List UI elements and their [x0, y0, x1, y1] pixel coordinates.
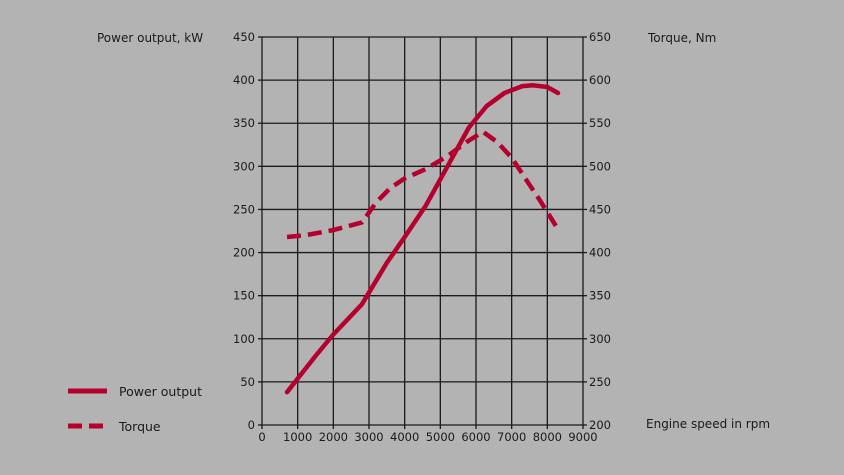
x-tick-label: 6000	[461, 430, 490, 444]
x-tick-label: 5000	[426, 430, 455, 444]
y-left-tick-label: 350	[233, 116, 255, 130]
x-tick-label: 7000	[497, 430, 526, 444]
y-right-tick-label: 500	[589, 159, 611, 173]
torque-line	[286, 129, 560, 240]
y-right-axis-label: Torque, Nm	[647, 31, 716, 45]
legend: Power output Torque	[68, 384, 202, 434]
y-right-tick-label: 200	[589, 418, 611, 432]
y-left-tick-label: 250	[233, 202, 255, 216]
y-right-tick-label: 450	[589, 202, 611, 216]
y-right-tick-label: 300	[589, 332, 611, 346]
y-left-tick-label: 300	[233, 159, 255, 173]
y-left-tick-label: 0	[248, 418, 255, 432]
y-left-tick-label: 400	[233, 73, 255, 87]
y-right-tick-label: 400	[589, 246, 611, 260]
y-right-tick-label: 250	[589, 375, 611, 389]
tick-labels: 0 1000 2000 3000 4000 5000 6000 7000 8000 9000 0 50…	[233, 30, 611, 444]
x-tick-label: 1000	[283, 430, 312, 444]
grid	[258, 36, 587, 429]
x-axis-label: Engine speed in rpm	[646, 417, 770, 431]
x-tick-label: 8000	[533, 430, 562, 444]
y-left-tick-label: 150	[233, 289, 255, 303]
y-left-tick-label: 100	[233, 332, 255, 346]
series-lines	[284, 83, 561, 395]
y-right-tick-label: 650	[589, 30, 611, 44]
y-right-tick-label: 550	[589, 116, 611, 130]
y-left-tick-label: 200	[233, 246, 255, 260]
y-left-tick-label: 450	[233, 30, 255, 44]
y-left-axis-label: Power output, kW	[97, 31, 203, 45]
x-tick-label: 9000	[568, 430, 597, 444]
y-right-tick-label: 350	[589, 289, 611, 303]
x-tick-label: 0	[258, 430, 265, 444]
y-left-tick-label: 50	[240, 375, 255, 389]
power-output-line	[284, 83, 561, 395]
y-right-tick-label: 600	[589, 73, 611, 87]
x-tick-label: 2000	[319, 430, 348, 444]
legend-label: Torque	[118, 419, 161, 434]
legend-label: Power output	[119, 384, 202, 399]
x-tick-label: 3000	[354, 430, 383, 444]
x-tick-label: 4000	[390, 430, 419, 444]
